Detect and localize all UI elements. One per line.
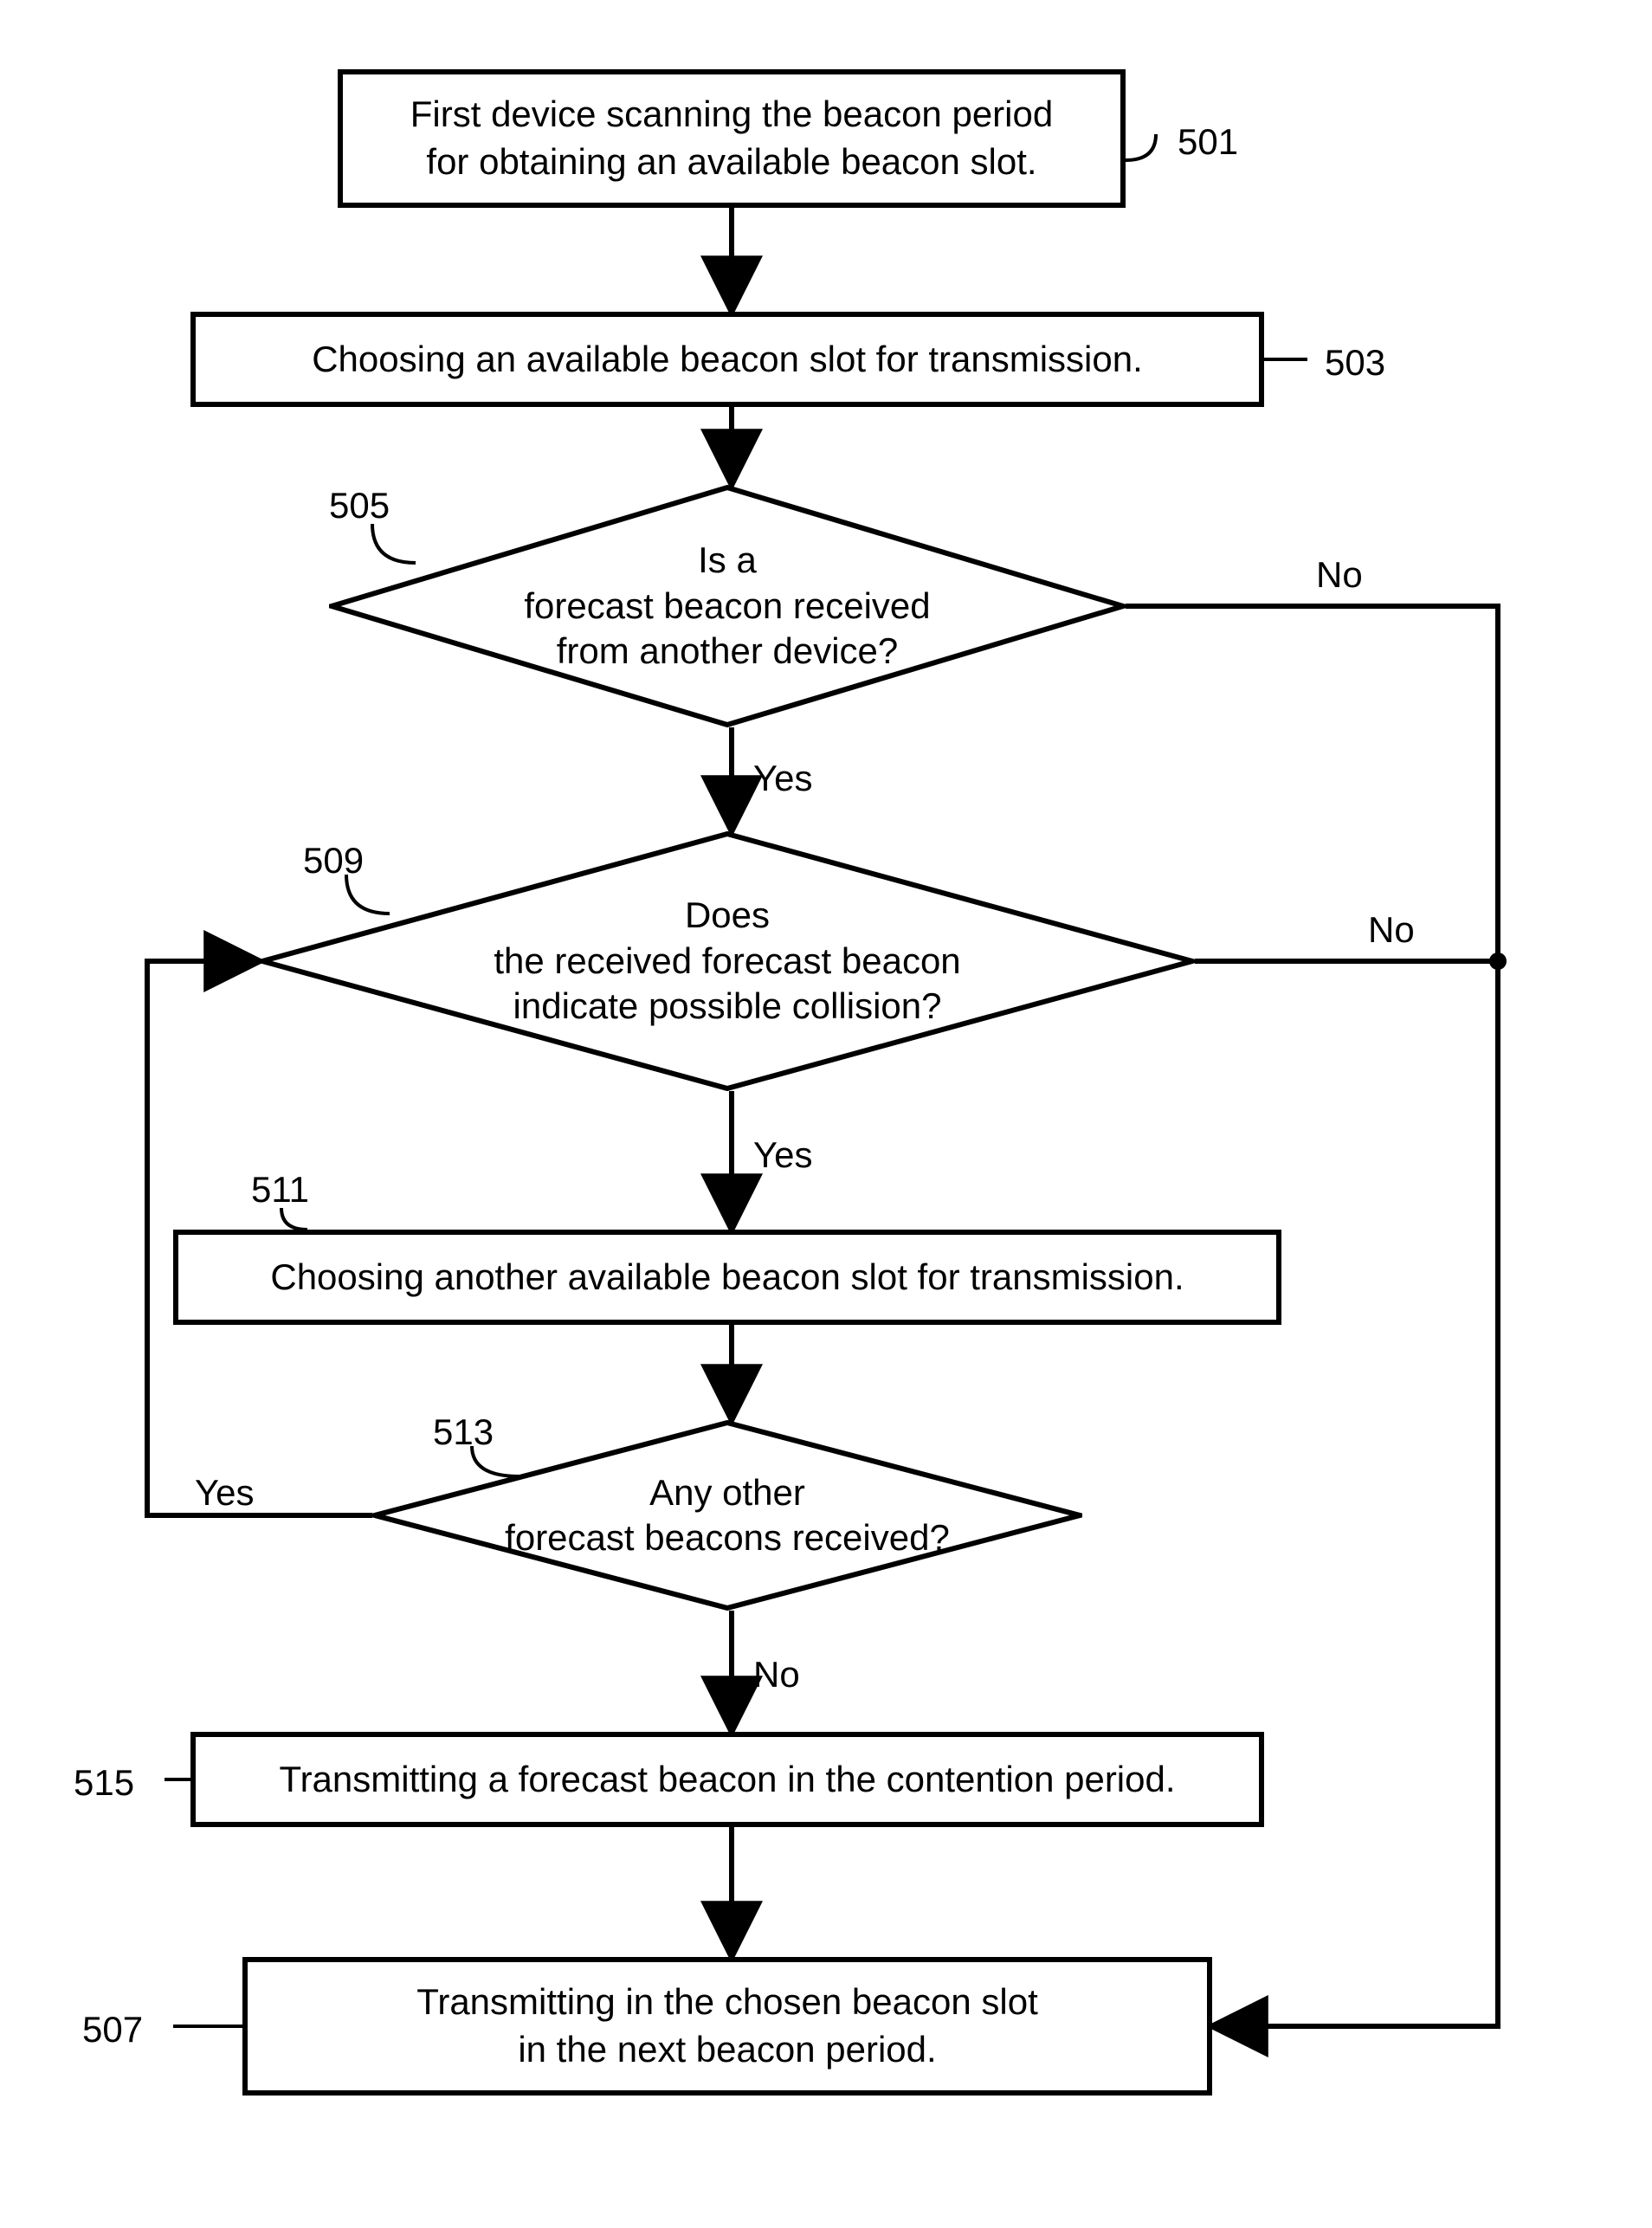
edge-label: Yes [753,758,813,799]
process-n503: Choosing an available beacon slot for tr… [190,312,1264,407]
ref-label-507: 507 [82,2009,143,2050]
node-text: Doesthe received forecast beaconindicate… [494,893,960,1030]
node-text: Transmitting in the chosen beacon slotin… [416,1979,1038,2073]
process-n507: Transmitting in the chosen beacon slotin… [242,1957,1212,2096]
ref-leader [1126,134,1156,160]
edge-label: Yes [195,1472,255,1514]
node-text: Is aforecast beacon receivedfrom another… [524,538,930,675]
node-text: First device scanning the beacon periodf… [410,91,1053,185]
edge-label: No [1368,909,1415,951]
decision-d509: Doesthe received forecast beaconindicate… [260,831,1195,1091]
edge-label: Yes [753,1134,813,1176]
ref-leader [281,1208,307,1230]
ref-label-515: 515 [74,1762,134,1804]
node-text: Choosing an available beacon slot for tr… [312,336,1143,384]
node-text: Any otherforecast beacons received? [505,1470,950,1561]
edge-label: No [753,1654,800,1695]
node-text: Choosing another available beacon slot f… [270,1254,1184,1301]
process-n515: Transmitting a forecast beacon in the co… [190,1732,1264,1827]
flowchart-root: First device scanning the beacon periodf… [0,0,1652,2228]
process-n501: First device scanning the beacon periodf… [338,69,1126,208]
junction-dot [1489,953,1507,970]
decision-d513: Any otherforecast beacons received? [372,1420,1082,1611]
edge-label: No [1316,554,1363,596]
ref-label-501: 501 [1178,121,1238,163]
process-n511: Choosing another available beacon slot f… [173,1230,1281,1325]
ref-label-503: 503 [1325,342,1385,384]
node-text: Transmitting a forecast beacon in the co… [279,1756,1175,1804]
ref-label-511: 511 [251,1169,309,1211]
decision-d505: Is aforecast beacon receivedfrom another… [329,485,1126,727]
